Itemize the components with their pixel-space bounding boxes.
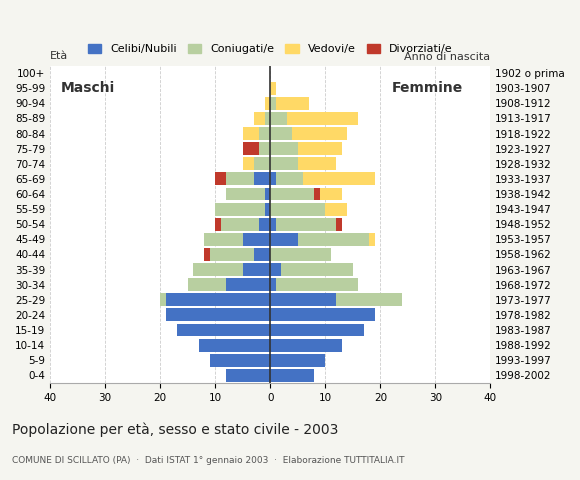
Bar: [287, 112, 358, 125]
Bar: [298, 233, 369, 246]
Text: Età: Età: [50, 51, 68, 61]
Bar: [270, 339, 342, 351]
Bar: [270, 157, 298, 170]
Bar: [298, 157, 336, 170]
Bar: [160, 293, 166, 306]
Bar: [193, 263, 243, 276]
Bar: [226, 172, 253, 185]
Bar: [276, 97, 309, 110]
Bar: [199, 339, 270, 351]
Bar: [215, 172, 226, 185]
Bar: [253, 248, 270, 261]
Bar: [243, 157, 253, 170]
Bar: [210, 354, 270, 367]
Bar: [259, 218, 270, 231]
Bar: [369, 233, 375, 246]
Bar: [226, 278, 270, 291]
Bar: [177, 324, 270, 336]
Bar: [270, 369, 314, 382]
Bar: [276, 172, 303, 185]
Bar: [270, 112, 287, 125]
Bar: [276, 278, 358, 291]
Bar: [226, 369, 270, 382]
Bar: [314, 188, 342, 201]
Bar: [325, 203, 347, 216]
Text: Maschi: Maschi: [61, 81, 115, 95]
Bar: [314, 188, 320, 201]
Bar: [270, 97, 276, 110]
Bar: [264, 97, 270, 110]
Bar: [221, 218, 259, 231]
Bar: [270, 188, 314, 201]
Bar: [270, 218, 276, 231]
Bar: [270, 203, 325, 216]
Bar: [166, 309, 270, 321]
Bar: [215, 203, 264, 216]
Bar: [243, 233, 270, 246]
Text: Anno di nascita: Anno di nascita: [404, 52, 490, 62]
Bar: [292, 127, 347, 140]
Bar: [270, 248, 331, 261]
Bar: [303, 172, 375, 185]
Bar: [270, 354, 325, 367]
Bar: [264, 203, 270, 216]
Bar: [270, 263, 281, 276]
Bar: [270, 233, 298, 246]
Legend: Celibi/Nubili, Coniugati/e, Vedovi/e, Divorziati/e: Celibi/Nubili, Coniugati/e, Vedovi/e, Di…: [84, 39, 457, 59]
Bar: [270, 82, 276, 95]
Bar: [270, 293, 336, 306]
Bar: [336, 218, 342, 231]
Bar: [270, 278, 276, 291]
Bar: [215, 218, 221, 231]
Text: Popolazione per età, sesso e stato civile - 2003: Popolazione per età, sesso e stato civil…: [12, 423, 338, 437]
Bar: [243, 263, 270, 276]
Bar: [298, 142, 342, 155]
Bar: [248, 142, 259, 155]
Bar: [270, 309, 375, 321]
Bar: [243, 142, 259, 155]
Bar: [336, 293, 403, 306]
Bar: [259, 142, 270, 155]
Bar: [253, 157, 270, 170]
Bar: [253, 112, 264, 125]
Bar: [226, 188, 264, 201]
Bar: [259, 127, 270, 140]
Bar: [166, 293, 270, 306]
Bar: [270, 324, 364, 336]
Bar: [253, 172, 270, 185]
Bar: [210, 248, 253, 261]
Text: Femmine: Femmine: [392, 81, 463, 95]
Bar: [243, 127, 259, 140]
Text: COMUNE DI SCILLATO (PA)  ·  Dati ISTAT 1° gennaio 2003  ·  Elaborazione TUTTITAL: COMUNE DI SCILLATO (PA) · Dati ISTAT 1° …: [12, 456, 404, 465]
Bar: [264, 188, 270, 201]
Bar: [276, 218, 336, 231]
Bar: [270, 172, 276, 185]
Bar: [281, 263, 353, 276]
Bar: [336, 218, 342, 231]
Bar: [188, 278, 226, 291]
Bar: [204, 248, 210, 261]
Bar: [221, 172, 226, 185]
Bar: [270, 142, 298, 155]
Bar: [264, 112, 270, 125]
Bar: [270, 127, 292, 140]
Bar: [204, 233, 243, 246]
